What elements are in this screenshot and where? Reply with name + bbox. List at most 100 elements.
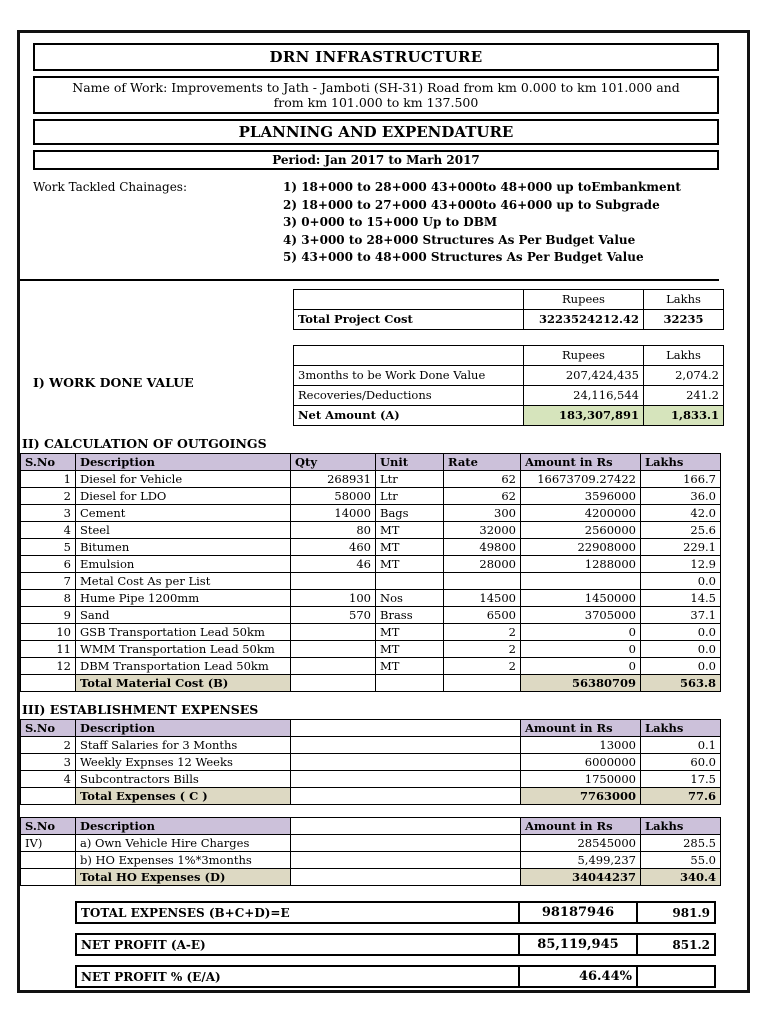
cell-rate: 32000: [443, 520, 521, 539]
cell-rate: 6500: [443, 605, 521, 624]
chainages-section: Work Tackled Chainages: 1) 18+000 to 28+…: [20, 179, 719, 281]
summary-amount: 98187946: [518, 900, 638, 924]
cell-rate: 2: [443, 656, 521, 675]
outgoings-table: S.No Description Qty Unit Rate Amount in…: [20, 452, 721, 692]
cell-unit: Ltr: [375, 469, 444, 488]
company-title: DRN INFRASTRUCTURE: [33, 43, 719, 71]
period-line: Period: Jan 2017 to Marh 2017: [33, 150, 719, 170]
table-row: 4 Steel 80 MT 32000 2560000 25.6: [20, 520, 721, 539]
summary-rows: TOTAL EXPENSES (B+C+D)=E 98187946 981.9 NET…: [75, 900, 719, 988]
spacer-cell: [293, 289, 524, 310]
cell-unit: MT: [375, 622, 444, 641]
cell-lakhs: 25.6: [640, 520, 721, 539]
summary-label: NET PROFIT % (E/A): [75, 964, 520, 988]
table-row: Rupees Lakhs: [293, 344, 724, 366]
summary-lakhs: [636, 964, 716, 988]
cell-lakhs: 0.0: [640, 656, 721, 675]
cell-lakhs: 166.7: [640, 469, 721, 488]
cell-rate: 49800: [443, 537, 521, 556]
cell-amount: 28545000: [520, 833, 641, 852]
cell-lakhs: 17.5: [640, 769, 721, 788]
table-row: 10 GSB Transportation Lead 50km MT 2 0 0.0: [20, 622, 721, 641]
project-cost-lakhs: 32235: [643, 308, 724, 330]
cell-sno: 11: [20, 639, 76, 658]
chainage-item: 2) 18+000 to 27+000 43+000to 46+000 up t…: [283, 197, 660, 212]
table-row: Recoveries/Deductions 24,116,544 241.2: [293, 384, 724, 406]
cell-sno: 3: [20, 503, 76, 522]
establishment-section-label: III) ESTABLISHMENT EXPENSES: [22, 701, 259, 717]
cell-description: Cement: [75, 503, 291, 522]
chainage-item: 5) 43+000 to 48+000 Structures As Per Bu…: [283, 250, 644, 264]
outgoings-total-lakhs: 563.8: [640, 673, 721, 692]
cell-rate: 62: [443, 486, 521, 505]
project-cost-label: Total Project Cost: [293, 308, 524, 330]
summary-row: NET PROFIT (A-E) 85,119,945 851.2: [75, 932, 719, 956]
cell-rate: [443, 571, 521, 590]
cell-amount: 0: [520, 639, 641, 658]
net-amount-lakhs: 1,833.1: [643, 404, 724, 426]
col-header-sno: S.No: [20, 452, 76, 471]
cell-unit: Bags: [375, 503, 444, 522]
cell-lakhs: 42.0: [640, 503, 721, 522]
col-header-lakhs: Lakhs: [643, 288, 724, 310]
cell-amount: 0: [520, 622, 641, 641]
col-header-rupees: Rupees: [523, 344, 644, 366]
work-done-section: I) WORK DONE VALUE Rupees Lakhs 3months …: [20, 344, 747, 426]
cell-unit: MT: [375, 656, 444, 675]
col-header-amount: Amount in Rs: [520, 718, 641, 737]
cell-amount: 1750000: [520, 769, 641, 788]
cell-sno: 5: [20, 537, 76, 556]
summary-row: NET PROFIT % (E/A) 46.44%: [75, 964, 719, 988]
cell-lakhs: 0.0: [640, 571, 721, 590]
net-amount-label: Net Amount (A): [293, 404, 524, 426]
cell-description: Hume Pipe 1200mm: [75, 588, 291, 607]
summary-label: NET PROFIT (A-E): [75, 932, 520, 956]
establishment-body: 2 Staff Salaries for 3 Months 13000 0.1 3 Wee…: [20, 735, 721, 788]
cell-sno: 4: [20, 520, 76, 539]
table-row: 8 Hume Pipe 1200mm 100 Nos 14500 1450000 14.5: [20, 588, 721, 607]
chainages-label: Work Tackled Chainages:: [33, 180, 187, 194]
work-done-row-rupees: 24,116,544: [523, 384, 644, 406]
table-row: 3 Cement 14000 Bags 300 4200000 42.0: [20, 503, 721, 522]
cell-amount: 22908000: [520, 537, 641, 556]
table-row: 2 Diesel for LDO 58000 Ltr 62 3596000 36.0: [20, 486, 721, 505]
empty-cell: [290, 850, 521, 869]
chainage-item: 4) 3+000 to 28+000 Structures As Per Bud…: [283, 232, 636, 247]
cell-sno: 2: [20, 486, 76, 505]
cell-unit: Nos: [375, 588, 444, 607]
cell-amount: 6000000: [520, 752, 641, 771]
project-cost-table: Rupees Lakhs Total Project Cost 32235242…: [293, 288, 724, 330]
cell-lakhs: 285.5: [640, 833, 721, 852]
cell-sno: 1: [20, 469, 76, 488]
col-header-description: Description: [75, 452, 291, 471]
cell-qty: 100: [290, 588, 376, 607]
work-done-row-label: Recoveries/Deductions: [293, 384, 524, 406]
cell-lakhs: 12.9: [640, 554, 721, 573]
cell-qty: [290, 622, 376, 641]
cell-rate: 300: [443, 503, 521, 522]
table-row: 12 DBM Transportation Lead 50km MT 2 0 0.0: [20, 656, 721, 675]
cell-sno: 9: [20, 605, 76, 624]
cell-amount: 3596000: [520, 486, 641, 505]
cell-description: Bitumen: [75, 537, 291, 556]
col-header-description: Description: [75, 718, 291, 737]
cell-sno: 3: [20, 752, 76, 771]
cell-unit: MT: [375, 554, 444, 573]
cell-qty: [290, 656, 376, 675]
cell-amount: 1288000: [520, 554, 641, 573]
cell-qty: [290, 639, 376, 658]
cell-unit: Brass: [375, 605, 444, 624]
cell-description: Diesel for Vehicle: [75, 469, 291, 488]
empty-cell: [443, 673, 521, 692]
cell-unit: [375, 571, 444, 590]
cell-sno: [20, 850, 76, 869]
establishment-table: S.No Description Amount in Rs Lakhs 2 Sta…: [20, 718, 721, 805]
chainage-list: 1) 18+000 to 28+000 43+000to 48+000 up t…: [283, 179, 681, 267]
cell-qty: 460: [290, 537, 376, 556]
empty-cell: [290, 718, 521, 737]
work-done-row-lakhs: 2,074.2: [643, 364, 724, 386]
cell-sno: 8: [20, 588, 76, 607]
col-header-description: Description: [75, 816, 291, 835]
cell-lakhs: 55.0: [640, 850, 721, 869]
col-header-rupees: Rupees: [523, 288, 644, 310]
